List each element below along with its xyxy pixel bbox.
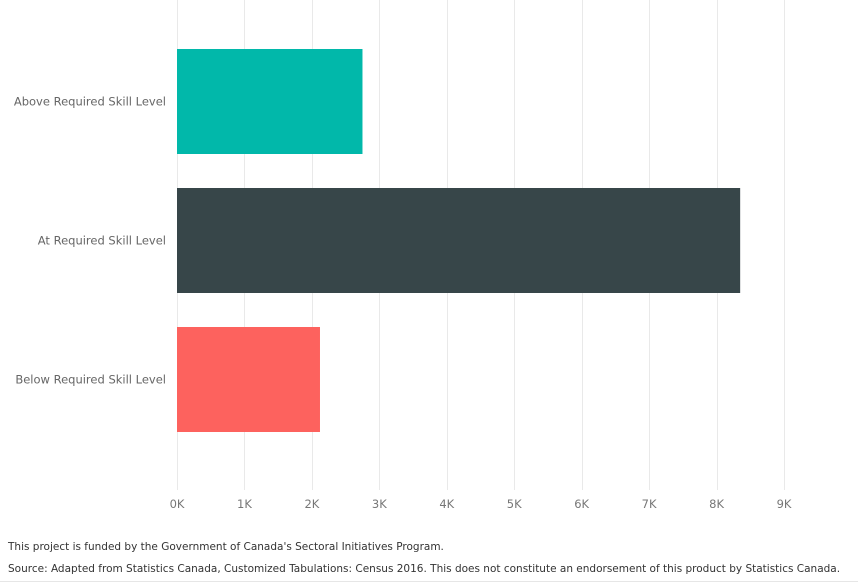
x-tick-label: 0K xyxy=(170,497,185,511)
x-tick-label: 2K xyxy=(304,497,319,511)
x-tick-label: 7K xyxy=(642,497,657,511)
x-tick-label: 1K xyxy=(237,497,252,511)
x-tick-label: 5K xyxy=(507,497,522,511)
bottom-divider xyxy=(0,581,858,582)
bar xyxy=(177,49,363,154)
x-tick-label: 4K xyxy=(439,497,454,511)
bar-chart: 0K 1K 2K 3K 4K 5K 6K 7K 8K 9K Above Required Skill… xyxy=(14,0,792,511)
category-label: At Required Skill Level xyxy=(38,234,166,248)
x-tick-label: 9K xyxy=(777,497,792,511)
x-tick-label: 8K xyxy=(709,497,724,511)
source-note: Source: Adapted from Statistics Canada, … xyxy=(8,563,841,575)
x-tick-label: 6K xyxy=(574,497,589,511)
bar xyxy=(177,327,320,432)
bar xyxy=(177,188,741,293)
x-tick-label: 3K xyxy=(372,497,387,511)
funding-note: This project is funded by the Government… xyxy=(8,541,444,553)
category-label: Above Required Skill Level xyxy=(14,95,166,109)
category-label: Below Required Skill Level xyxy=(15,373,166,387)
